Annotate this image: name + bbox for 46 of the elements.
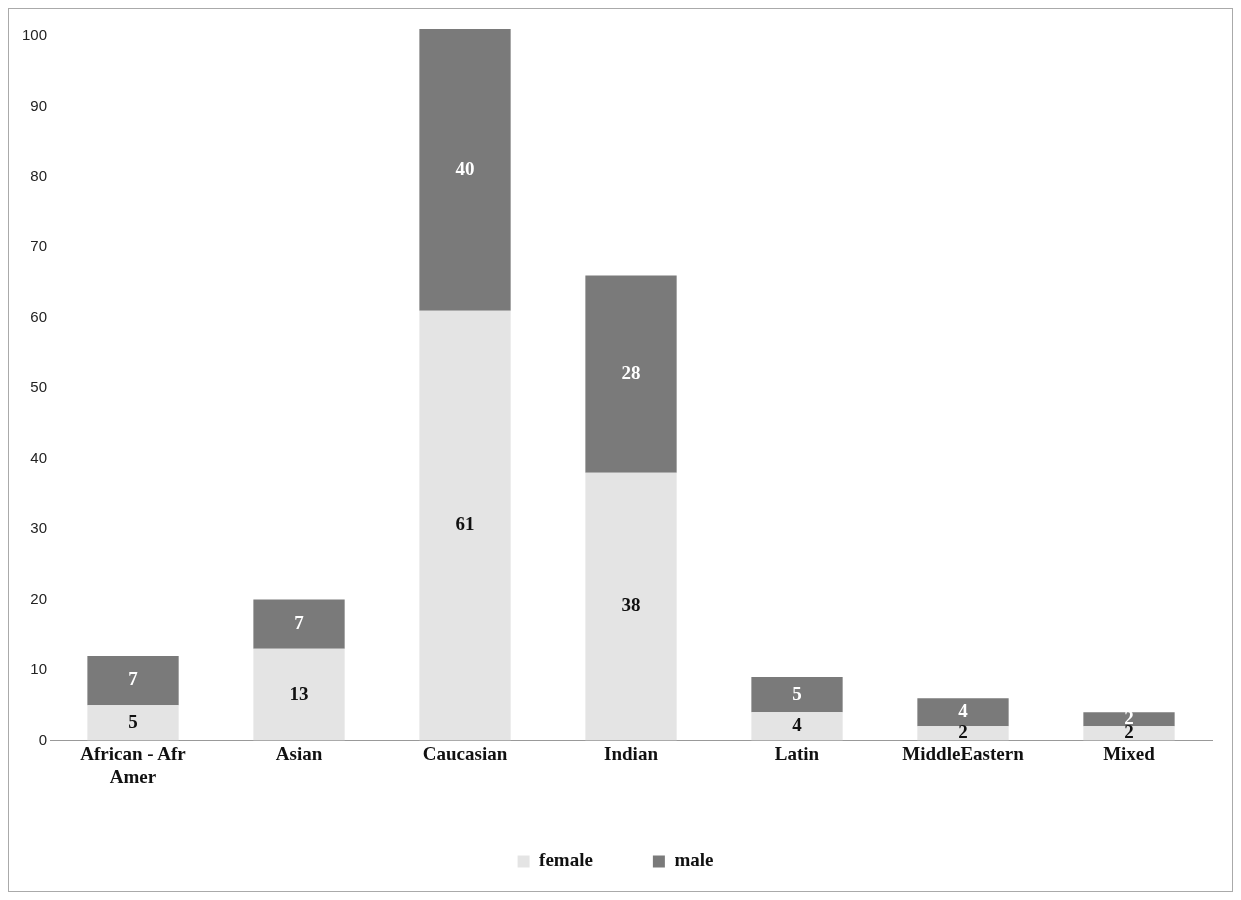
data-label: 13	[289, 682, 309, 704]
data-label: 7	[128, 668, 139, 690]
bar	[1083, 726, 1175, 741]
bar	[87, 705, 179, 741]
legend-label: female	[539, 849, 593, 871]
bar	[253, 599, 345, 649]
x-tick-label: Latin	[774, 742, 820, 764]
bar	[917, 726, 1009, 741]
data-label: 40	[455, 157, 475, 179]
data-label: 28	[621, 362, 641, 384]
data-label: 5	[128, 710, 138, 732]
y-tick-label: 20	[30, 589, 48, 607]
y-tick-label: 60	[30, 307, 48, 325]
data-label: 5	[792, 682, 802, 704]
bar	[1083, 712, 1175, 727]
legend-label: male	[674, 849, 714, 871]
bar	[87, 655, 179, 706]
bar	[917, 698, 1009, 727]
data-label: 4	[792, 714, 803, 736]
data-label: 61	[455, 513, 475, 535]
bar	[419, 29, 511, 311]
x-tick-label: African - Afr Amer	[80, 742, 187, 787]
bar	[585, 472, 677, 741]
y-tick-label: 10	[30, 660, 48, 678]
bar	[751, 712, 843, 741]
y-tick-label: 30	[30, 519, 48, 537]
bar	[419, 310, 511, 741]
data-label: 2	[958, 721, 968, 743]
x-tick-label: Asian	[275, 742, 323, 764]
bar	[253, 648, 345, 741]
x-tick-label: Caucasian	[422, 742, 508, 764]
x-tick-label: MiddleEastern	[902, 742, 1025, 764]
y-tick-label: 100	[22, 26, 48, 44]
y-tick-label: 90	[30, 96, 48, 114]
x-tick-label: Indian	[604, 742, 659, 764]
y-tick-label: 40	[30, 448, 48, 466]
bar	[585, 275, 677, 473]
data-label: 38	[621, 594, 641, 616]
data-label: 7	[294, 612, 305, 634]
y-tick-label: 80	[30, 167, 48, 185]
data-label: 4	[958, 700, 969, 722]
y-tick-label: 50	[30, 378, 48, 396]
x-tick-label: Mixed	[1103, 742, 1156, 764]
y-tick-label: 0	[38, 730, 48, 748]
y-tick-label: 70	[30, 237, 48, 255]
bar	[751, 677, 843, 713]
